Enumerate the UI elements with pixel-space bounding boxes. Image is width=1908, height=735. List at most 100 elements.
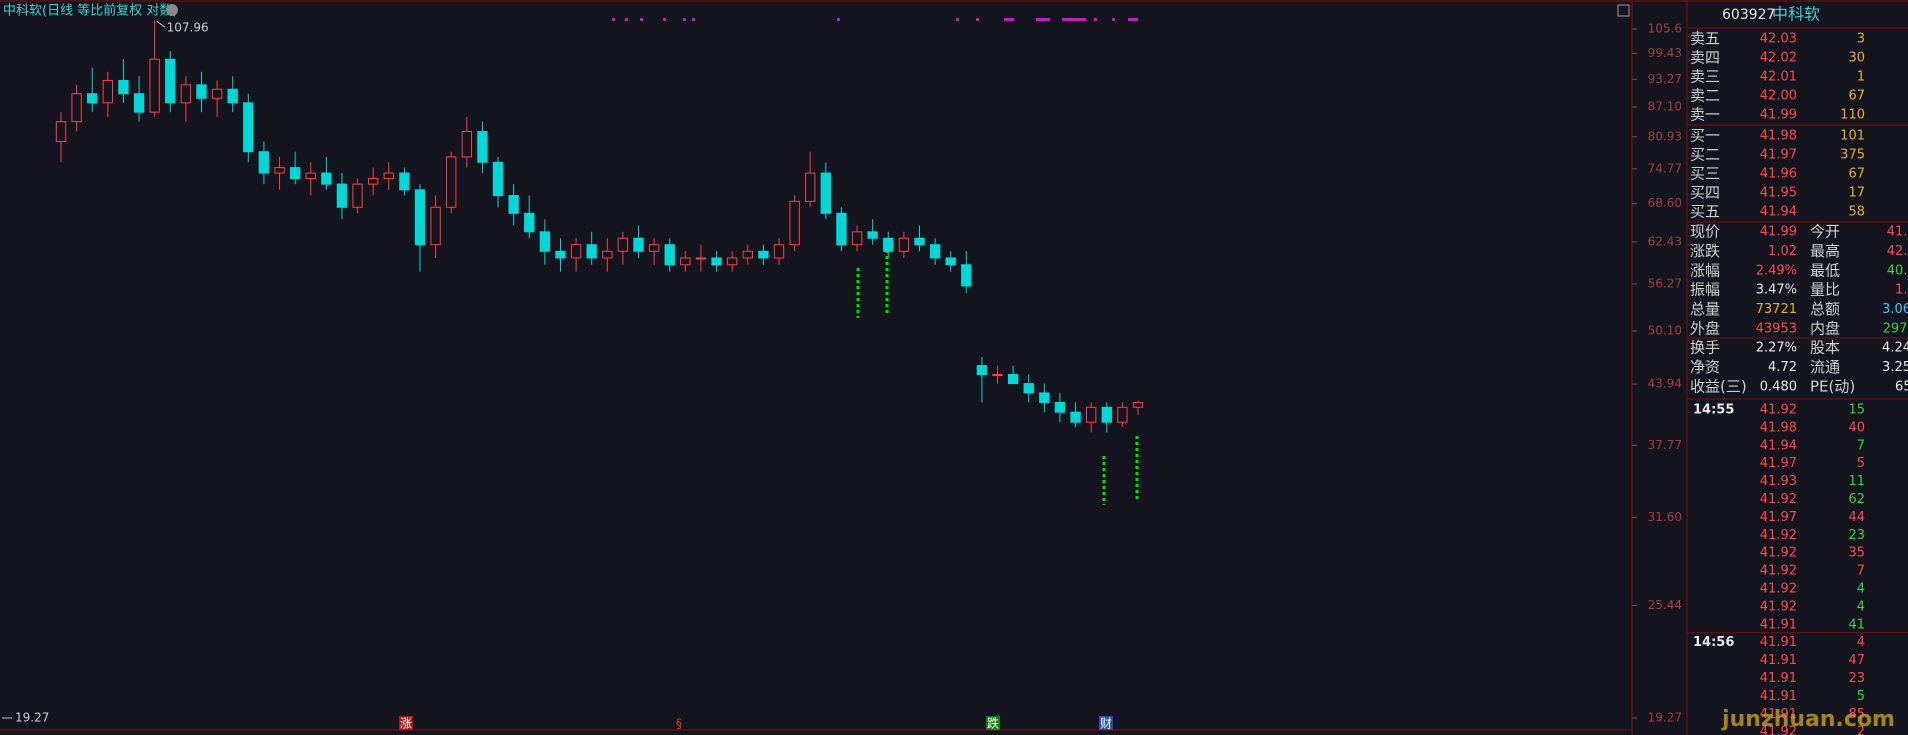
- candle-body: [680, 257, 691, 266]
- trade-price: 41.97: [1760, 456, 1797, 471]
- candle-body: [133, 93, 145, 113]
- candle-body: [726, 257, 738, 266]
- fin-value: 2.27%: [1756, 341, 1797, 356]
- stat-label: 今开: [1810, 223, 1840, 241]
- candle-body: [633, 237, 644, 252]
- candle-body: [414, 189, 426, 246]
- trade-volume: 47: [1848, 653, 1865, 668]
- candle-body: [367, 178, 379, 185]
- candle-body: [524, 212, 535, 233]
- stat-label: 总额: [1810, 300, 1840, 318]
- trade-price: 41.92: [1760, 403, 1797, 418]
- trade-volume: 44: [1848, 510, 1865, 525]
- y-tick-label: 93.27: [1648, 72, 1682, 86]
- trade-price: 41.92: [1760, 725, 1797, 735]
- book-price: 42.03: [1760, 32, 1797, 47]
- candle-body: [305, 172, 316, 180]
- trade-price: 41.92: [1760, 528, 1797, 543]
- candle-body: [836, 212, 847, 246]
- candle-body: [820, 172, 832, 214]
- top-dots: [612, 18, 1138, 21]
- trade-price: 41.91: [1760, 671, 1797, 686]
- window-button[interactable]: [1617, 4, 1630, 17]
- event-marker: 涨: [400, 716, 412, 731]
- fin-value: 65.6: [1895, 379, 1908, 394]
- book-label: 卖五: [1690, 30, 1720, 48]
- stat-label: 总量: [1690, 300, 1720, 318]
- settings-button[interactable]: [166, 4, 178, 16]
- candle-body: [508, 195, 519, 214]
- stat-value: 41.99: [1760, 225, 1797, 240]
- book-label: 卖四: [1690, 49, 1720, 67]
- candle-body: [165, 58, 176, 104]
- trade-volume: 2: [1857, 725, 1865, 735]
- candle-body: [227, 88, 238, 104]
- trade-price: 41.91: [1760, 617, 1797, 632]
- event-marker: 跌: [987, 716, 999, 731]
- trade-volume: 4: [1857, 599, 1865, 614]
- stat-value: 29768: [1883, 322, 1908, 337]
- candle-body: [243, 102, 254, 153]
- fin-label: 流通: [1810, 358, 1840, 376]
- candle-body: [664, 244, 675, 266]
- book-price: 42.00: [1760, 89, 1797, 104]
- trade-time: 14:55: [1693, 403, 1734, 418]
- book-label: 买一: [1690, 127, 1720, 145]
- candle-body: [492, 161, 504, 197]
- candle-body: [805, 172, 816, 202]
- candle-body: [758, 250, 769, 259]
- event-marker: 财: [1100, 717, 1112, 731]
- trade-volume: 7: [1857, 438, 1865, 453]
- candle-body: [446, 156, 457, 208]
- candle-body: [477, 130, 488, 163]
- candle-body: [789, 200, 800, 246]
- candle-body: [961, 264, 972, 287]
- candle-body: [352, 183, 363, 208]
- book-volume: 58: [1848, 205, 1865, 220]
- trade-volume: 23: [1848, 671, 1865, 686]
- stat-value: 1.02: [1768, 244, 1797, 259]
- y-tick-label: 99.43: [1648, 46, 1682, 60]
- stat-value: 42.19: [1887, 244, 1908, 259]
- y-tick-label: 25.44: [1648, 598, 1682, 612]
- candle-body: [742, 250, 753, 259]
- event-marker-bg: [986, 716, 1000, 730]
- trade-volume: 40: [1848, 420, 1865, 435]
- candle-body: [258, 151, 270, 174]
- book-volume: 375: [1840, 148, 1865, 163]
- book-label: 买五: [1690, 203, 1720, 221]
- trade-volume: 15: [1848, 403, 1865, 418]
- book-price: 41.95: [1760, 186, 1797, 201]
- candle-body: [570, 244, 582, 259]
- trade-volume: 4: [1857, 635, 1865, 650]
- trade-price: 41.97: [1760, 510, 1797, 525]
- candle-body: [180, 84, 192, 104]
- stat-label: 涨幅: [1690, 261, 1720, 279]
- candle-body: [118, 79, 129, 95]
- trade-volume: 85: [1848, 707, 1865, 722]
- stat-label: 外盘: [1690, 320, 1720, 338]
- candle-body: [773, 244, 785, 259]
- book-volume: 3: [1857, 32, 1865, 47]
- stat-value: 3.06亿: [1882, 302, 1908, 317]
- fin-label: 收益(三): [1690, 377, 1747, 395]
- y-tick-label: 74.77: [1648, 161, 1682, 175]
- candle-body: [211, 88, 223, 99]
- stock-code: 603927: [1722, 7, 1775, 23]
- book-price: 42.02: [1760, 51, 1797, 66]
- candle-body: [711, 257, 722, 266]
- candle-body: [336, 183, 348, 208]
- book-volume: 1: [1857, 70, 1865, 85]
- candle-body: [321, 172, 332, 185]
- candle-body: [539, 231, 551, 252]
- candle-body: [1007, 373, 1019, 385]
- y-tick-label: 19.27: [1648, 711, 1682, 725]
- stat-label: 振幅: [1690, 281, 1720, 299]
- trade-price: 41.91: [1760, 653, 1797, 668]
- candle-body: [102, 79, 114, 104]
- candle-body: [555, 250, 566, 259]
- y-tick-label: 87.10: [1648, 100, 1682, 114]
- fin-label: PE(动): [1810, 377, 1855, 395]
